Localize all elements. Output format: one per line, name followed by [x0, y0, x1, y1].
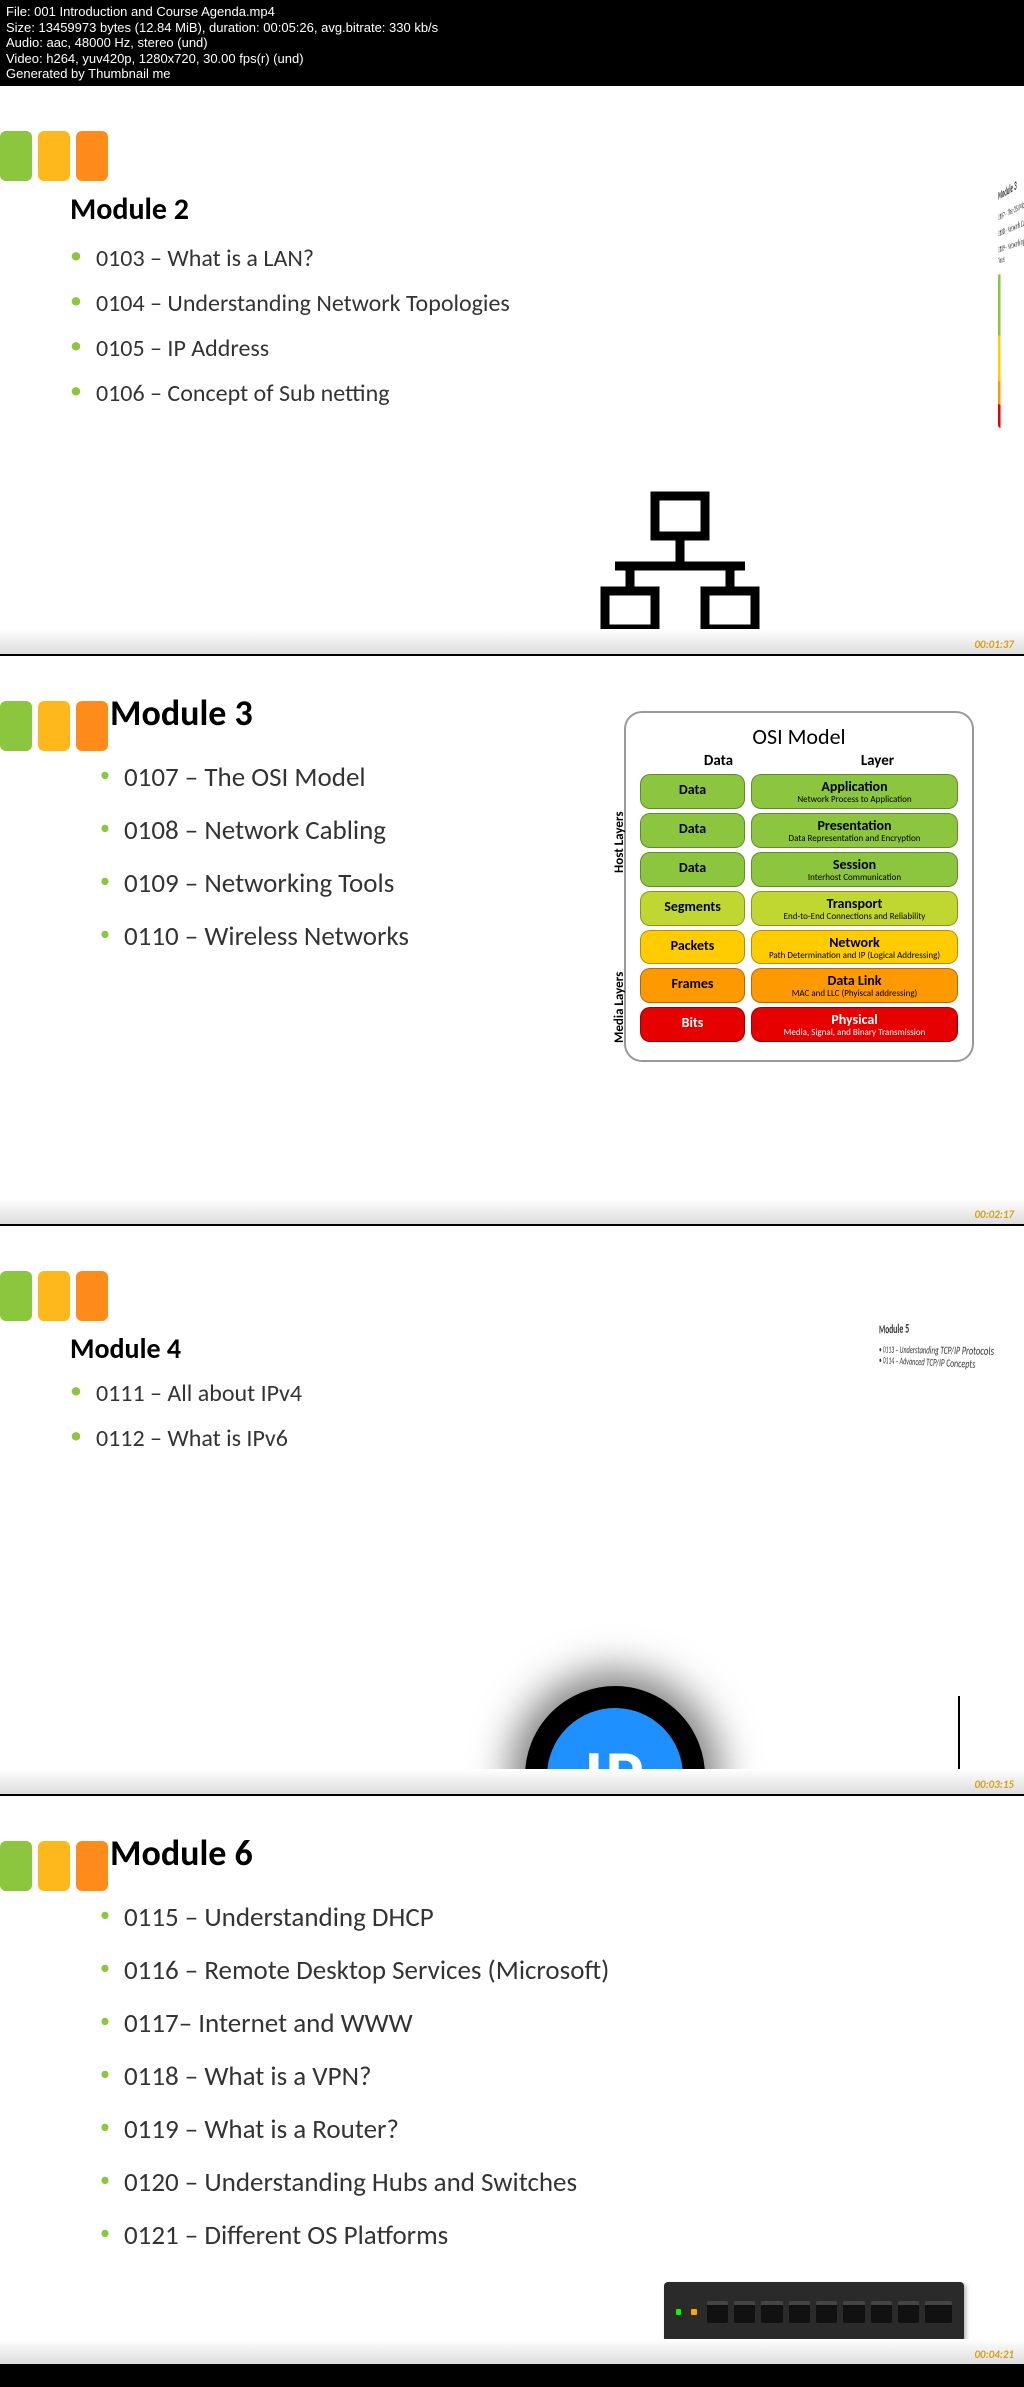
gen-line: Generated by Thumbnail me: [6, 66, 1018, 82]
osi-rows: DataApplicationNetwork Process to Applic…: [640, 774, 958, 1042]
module-items: •0115 – Understanding DHCP•0116 – Remote…: [100, 1891, 609, 2262]
file-line: File: 001 Introduction and Course Agenda…: [6, 4, 1018, 20]
list-item: •0111 – All about IPv4: [70, 1371, 302, 1416]
module-title: Module 6: [110, 1831, 253, 1875]
next-slide-preview: Module 5 • 0113 – Understanding TCP/IP P…: [879, 1316, 994, 1373]
size-line: Size: 13459973 bytes (12.84 MiB), durati…: [6, 20, 1018, 36]
list-item: •0104 – Understanding Network Topologies: [70, 281, 510, 326]
timestamp: 00:03:15: [974, 1778, 1014, 1791]
decor-tabs: [0, 1841, 108, 1891]
timestamp: 00:02:17: [974, 1208, 1014, 1221]
list-item: •0103 – What is a LAN?: [70, 236, 510, 281]
list-item: •0107 – The OSI Model: [100, 751, 409, 804]
network-topology-icon: [590, 491, 770, 636]
slide-module-2: Module 2 •0103 – What is a LAN?•0104 – U…: [0, 86, 1024, 656]
list-item: •0112 – What is IPv6: [70, 1416, 302, 1461]
list-item: •0115 – Understanding DHCP: [100, 1891, 609, 1944]
timestamp: 00:01:37: [974, 638, 1014, 651]
video-line: Video: h264, yuv420p, 1280x720, 30.00 fp…: [6, 51, 1018, 67]
module-title: Module 2: [70, 191, 189, 228]
list-item: •0109 – Networking Tools: [100, 857, 409, 910]
module-items: •0111 – All about IPv4•0112 – What is IP…: [70, 1371, 302, 1461]
slide-module-4: Module 4 •0111 – All about IPv4•0112 – W…: [0, 1226, 1024, 1796]
decor-tabs: [0, 1271, 108, 1321]
list-item: •0117– Internet and WWW: [100, 1997, 609, 2050]
network-switch-icon: [664, 2282, 964, 2342]
osi-model-diagram: OSI Model Data Layer Host Layers Media L…: [624, 711, 974, 1062]
slide-module-6: Module 6 •0115 – Understanding DHCP•0116…: [0, 1796, 1024, 2366]
list-item: •0106 – Concept of Sub netting: [70, 371, 510, 416]
list-item: •0105 – IP Address: [70, 326, 510, 371]
slide-module-3: Module 3 •0107 – The OSI Model•0108 – Ne…: [0, 656, 1024, 1226]
audio-line: Audio: aac, 48000 Hz, stereo (und): [6, 35, 1018, 51]
list-item: •0116 – Remote Desktop Services (Microso…: [100, 1944, 609, 1997]
list-item: •0121 – Different OS Platforms: [100, 2209, 609, 2262]
list-item: •0110 – Wireless Networks: [100, 910, 409, 963]
module-title: Module 4: [70, 1331, 181, 1366]
list-item: •0108 – Network Cabling: [100, 804, 409, 857]
module-title: Module 3: [110, 691, 253, 735]
module-items: •0103 – What is a LAN?•0104 – Understand…: [70, 236, 510, 416]
next-slide-preview: Module 3 0107 – The OSI Model 0108 – Net…: [998, 166, 1024, 466]
list-item: •0118 – What is a VPN?: [100, 2050, 609, 2103]
module-items: •0107 – The OSI Model•0108 – Network Cab…: [100, 751, 409, 963]
decor-tabs: [0, 131, 108, 181]
file-info-header: File: 001 Introduction and Course Agenda…: [0, 0, 1024, 86]
list-item: •0119 – What is a Router?: [100, 2103, 609, 2156]
decor-tabs: [0, 701, 108, 751]
timestamp: 00:04:21: [974, 2348, 1014, 2361]
list-item: •0120 – Understanding Hubs and Switches: [100, 2156, 609, 2209]
